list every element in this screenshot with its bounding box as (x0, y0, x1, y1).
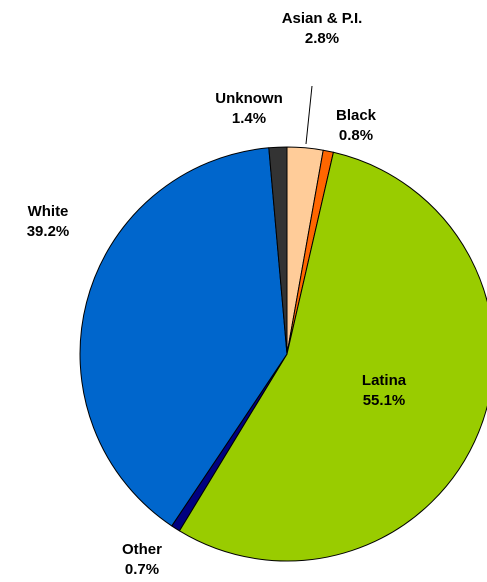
slice-value-white: 39.2% (27, 223, 70, 240)
slice-label-white: White (28, 203, 69, 220)
pie-slice-white (79, 147, 288, 527)
slice-label-other: Other (122, 541, 162, 558)
pie-slices (79, 146, 487, 562)
slice-label-latina: Latina (362, 372, 407, 389)
slice-label-asian-p-i: Asian & P.I. (282, 10, 363, 27)
slice-value-asian-p-i: 2.8% (305, 30, 339, 47)
slice-value-other: 0.7% (125, 561, 159, 578)
data-labels: Asian & P.I. 2.8% Black 0.8% Latina 55.1% Othe… (27, 10, 407, 578)
slice-label-black: Black (336, 107, 377, 124)
slice-value-black: 0.8% (339, 127, 373, 144)
leader-line-asian (305, 85, 313, 145)
pie-slice-unknown (268, 146, 288, 355)
pie-slice-latina (178, 151, 487, 562)
slice-label-unknown: Unknown (215, 90, 283, 107)
slice-value-unknown: 1.4% (232, 110, 266, 127)
slice-value-latina: 55.1% (363, 392, 406, 409)
